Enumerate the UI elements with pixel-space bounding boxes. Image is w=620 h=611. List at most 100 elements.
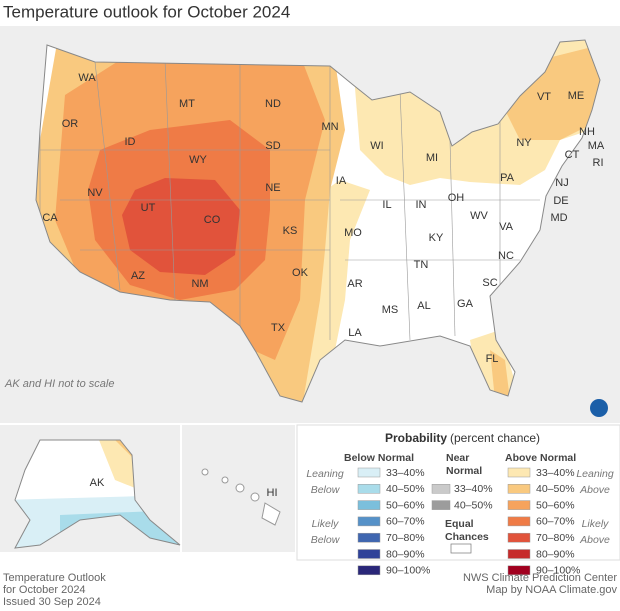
legend-swatch (357, 484, 381, 494)
state-label: NJ (555, 177, 568, 189)
state-label: TX (271, 322, 286, 334)
legend-range: 60–70% (536, 516, 575, 528)
legend-side-label: Below (311, 534, 341, 546)
state-label: VT (537, 91, 551, 103)
legend-group-title: Equal (445, 518, 474, 530)
state-label: NH (579, 126, 595, 138)
legend-group-title: Normal (446, 465, 482, 477)
state-border (94, 61, 121, 291)
state-label: RI (593, 157, 604, 169)
legend-range: 40–50% (454, 499, 493, 511)
state-label: IA (336, 175, 347, 187)
state-label: MN (321, 121, 338, 133)
legend-swatch (507, 532, 531, 543)
state-label: NM (191, 278, 208, 290)
legend-group-title: Near (446, 452, 469, 464)
legend-group-title: Above Normal (505, 452, 576, 464)
legend-range: 50–60% (536, 499, 575, 511)
state-label: KS (283, 225, 298, 237)
scale-note: AK and HI not to scale (4, 378, 114, 390)
legend-swatch (357, 467, 381, 478)
legend-range: 33–40% (454, 483, 493, 495)
state-label: MT (179, 98, 195, 110)
legend-subtitle: (percent chance) (450, 431, 540, 445)
state-border (449, 139, 456, 337)
legend-swatch (357, 516, 381, 527)
legend-range: 50–60% (386, 499, 425, 511)
state-label: NY (516, 137, 532, 149)
legend-range: 33–40% (386, 467, 425, 479)
legend-swatch (450, 543, 472, 554)
state-label: ND (265, 98, 281, 110)
legend-swatch (357, 565, 381, 576)
state-label: CA (42, 212, 58, 224)
legend-swatch (507, 500, 531, 510)
noaa-logo (590, 399, 608, 417)
state-label: NV (87, 187, 103, 199)
state-label: IL (382, 199, 391, 211)
state-label: MA (588, 140, 605, 152)
state-label: VA (499, 221, 514, 233)
inset-label: AK (90, 477, 105, 489)
state-label: MO (344, 227, 362, 239)
legend-range: 80–90% (386, 548, 425, 560)
legend-swatch (357, 500, 381, 510)
legend-side-label: Leaning (576, 468, 614, 480)
state-label: UT (141, 202, 156, 214)
legend-range: 70–80% (386, 532, 425, 544)
state-label: FL (486, 353, 499, 365)
title: Temperature outlook for October 2024 (3, 2, 290, 21)
state-label: TN (414, 259, 429, 271)
legend-side-label: Above (579, 534, 610, 546)
legend-side-label: Below (311, 484, 341, 496)
state-label: SD (265, 140, 280, 152)
legend-swatch (357, 532, 381, 543)
footer-left: for October 2024 (3, 584, 86, 596)
legend-side-label: Likely (582, 518, 610, 530)
legend-swatch (507, 484, 531, 494)
state-border (399, 89, 411, 341)
state-label: AL (417, 300, 430, 312)
state-label: AZ (131, 270, 145, 282)
state-label: PA (500, 172, 515, 184)
legend-group-title: Below Normal (344, 452, 414, 464)
legend-side-label: Likely (312, 518, 340, 530)
legend-side-label: Leaning (306, 468, 344, 480)
legend-range: 60–70% (386, 516, 425, 528)
state-label: AR (347, 278, 362, 290)
footer-right: Map by NOAA Climate.gov (486, 584, 617, 596)
legend-range: 90–100% (386, 565, 430, 577)
state-label: OK (292, 267, 309, 279)
legend-swatch (357, 549, 381, 559)
state-label: NC (498, 250, 514, 262)
state-label: DE (553, 195, 568, 207)
legend-title: Probability (385, 431, 447, 445)
legend-range: 33–40% (536, 467, 575, 479)
state-label: KY (429, 232, 444, 244)
legend-swatch (431, 500, 451, 510)
hi-islands (201, 468, 281, 526)
state-label: MD (550, 212, 567, 224)
ak-outline (14, 439, 181, 549)
state-label: IN (416, 199, 427, 211)
legend-range: 40–50% (536, 483, 575, 495)
ak-above (105, 440, 140, 465)
legend-range: 80–90% (536, 548, 575, 560)
state-label: WY (189, 154, 207, 166)
state-label: WI (370, 140, 383, 152)
legend-range: 90–100% (536, 565, 580, 577)
state-label: LA (348, 327, 362, 339)
state-label: NE (265, 182, 280, 194)
state-label: OR (62, 118, 79, 130)
legend-range: 40–50% (386, 483, 425, 495)
legend-group-title: Chances (445, 531, 489, 543)
footer-left: Temperature Outlook (3, 572, 106, 584)
legend-swatch (507, 516, 531, 527)
above-normal-area (122, 178, 240, 275)
state-label: ME (568, 90, 585, 102)
state-label: ID (125, 136, 136, 148)
state-label: MI (426, 152, 438, 164)
state-label: CO (204, 214, 221, 226)
state-label: OH (448, 192, 465, 204)
